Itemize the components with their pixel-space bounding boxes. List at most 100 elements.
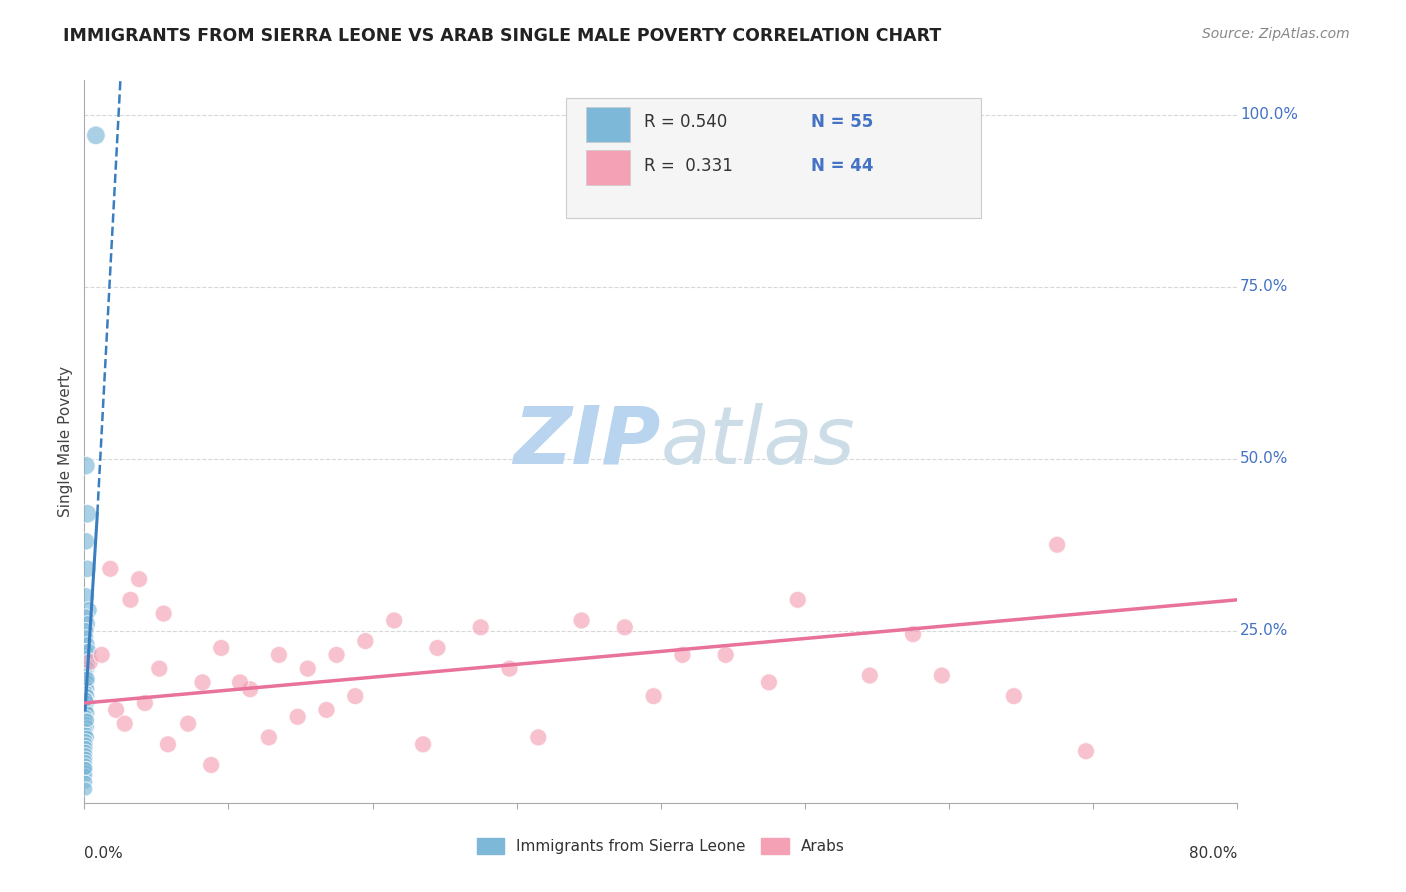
- Point: [75, 665, 97, 679]
- Point: [229, 675, 252, 690]
- Point: [75, 651, 97, 665]
- Text: atlas: atlas: [661, 402, 856, 481]
- Point: [75, 590, 97, 604]
- Point: [714, 648, 737, 662]
- Point: [200, 758, 222, 772]
- Point: [75, 723, 97, 738]
- Point: [671, 648, 693, 662]
- Point: [75, 761, 97, 775]
- Point: [105, 703, 128, 717]
- Point: [76, 682, 98, 697]
- Text: ZIP: ZIP: [513, 402, 661, 481]
- Point: [77, 603, 100, 617]
- Point: [75, 624, 97, 638]
- Point: [76, 720, 98, 734]
- Point: [77, 644, 100, 658]
- Text: N = 55: N = 55: [811, 113, 873, 131]
- Point: [75, 727, 97, 741]
- Point: [297, 662, 319, 676]
- Point: [75, 744, 97, 758]
- Point: [1074, 744, 1097, 758]
- Point: [267, 648, 290, 662]
- Point: [75, 710, 97, 724]
- Point: [257, 731, 280, 745]
- Point: [177, 716, 200, 731]
- Point: [75, 716, 97, 731]
- Point: [76, 731, 98, 745]
- Point: [84, 128, 107, 143]
- Point: [75, 692, 97, 706]
- Point: [75, 755, 97, 769]
- Point: [76, 675, 98, 690]
- Point: [76, 507, 98, 521]
- Point: [1046, 538, 1069, 552]
- Text: 100.0%: 100.0%: [1240, 107, 1298, 122]
- Point: [75, 734, 97, 748]
- Point: [75, 458, 97, 473]
- Point: [344, 689, 367, 703]
- Point: [76, 638, 98, 652]
- Point: [758, 675, 780, 690]
- Point: [128, 572, 150, 586]
- Point: [76, 713, 98, 727]
- Point: [75, 764, 97, 779]
- Text: 50.0%: 50.0%: [1240, 451, 1288, 467]
- Point: [76, 616, 98, 631]
- Point: [859, 668, 882, 682]
- Point: [382, 614, 405, 628]
- Point: [1002, 689, 1025, 703]
- Point: [75, 775, 97, 789]
- Point: [75, 679, 97, 693]
- Legend: Immigrants from Sierra Leone, Arabs: Immigrants from Sierra Leone, Arabs: [471, 832, 851, 860]
- Point: [75, 768, 97, 782]
- Point: [90, 648, 112, 662]
- Point: [120, 592, 142, 607]
- Point: [79, 655, 101, 669]
- Text: 80.0%: 80.0%: [1189, 847, 1237, 861]
- Point: [498, 662, 520, 676]
- Point: [426, 640, 449, 655]
- Point: [75, 534, 97, 549]
- FancyBboxPatch shape: [567, 98, 981, 218]
- Point: [75, 672, 97, 686]
- Point: [76, 696, 98, 710]
- Point: [75, 737, 97, 751]
- Point: [76, 672, 98, 686]
- Text: R =  0.331: R = 0.331: [644, 156, 733, 175]
- Point: [75, 631, 97, 645]
- Point: [901, 627, 924, 641]
- Point: [325, 648, 347, 662]
- Point: [75, 761, 97, 775]
- Point: [613, 620, 636, 634]
- Point: [239, 682, 262, 697]
- Text: Source: ZipAtlas.com: Source: ZipAtlas.com: [1202, 27, 1350, 41]
- Text: 75.0%: 75.0%: [1240, 279, 1288, 294]
- Text: 0.0%: 0.0%: [84, 847, 124, 861]
- Text: N = 44: N = 44: [811, 156, 873, 175]
- Point: [76, 655, 98, 669]
- Point: [75, 692, 97, 706]
- Point: [75, 782, 97, 797]
- Point: [786, 592, 808, 607]
- Point: [76, 562, 98, 576]
- Point: [931, 668, 953, 682]
- Point: [152, 607, 174, 621]
- Point: [76, 706, 98, 721]
- Point: [75, 658, 97, 673]
- Text: 25.0%: 25.0%: [1240, 624, 1288, 639]
- Point: [209, 640, 232, 655]
- Point: [315, 703, 337, 717]
- Y-axis label: Single Male Poverty: Single Male Poverty: [58, 366, 73, 517]
- Point: [114, 716, 136, 731]
- Point: [134, 696, 156, 710]
- Point: [75, 751, 97, 765]
- Point: [75, 713, 97, 727]
- Point: [76, 689, 98, 703]
- Point: [75, 644, 97, 658]
- Point: [98, 562, 121, 576]
- Point: [75, 703, 97, 717]
- Point: [191, 675, 214, 690]
- Point: [76, 662, 98, 676]
- Point: [354, 634, 377, 648]
- Point: [75, 610, 97, 624]
